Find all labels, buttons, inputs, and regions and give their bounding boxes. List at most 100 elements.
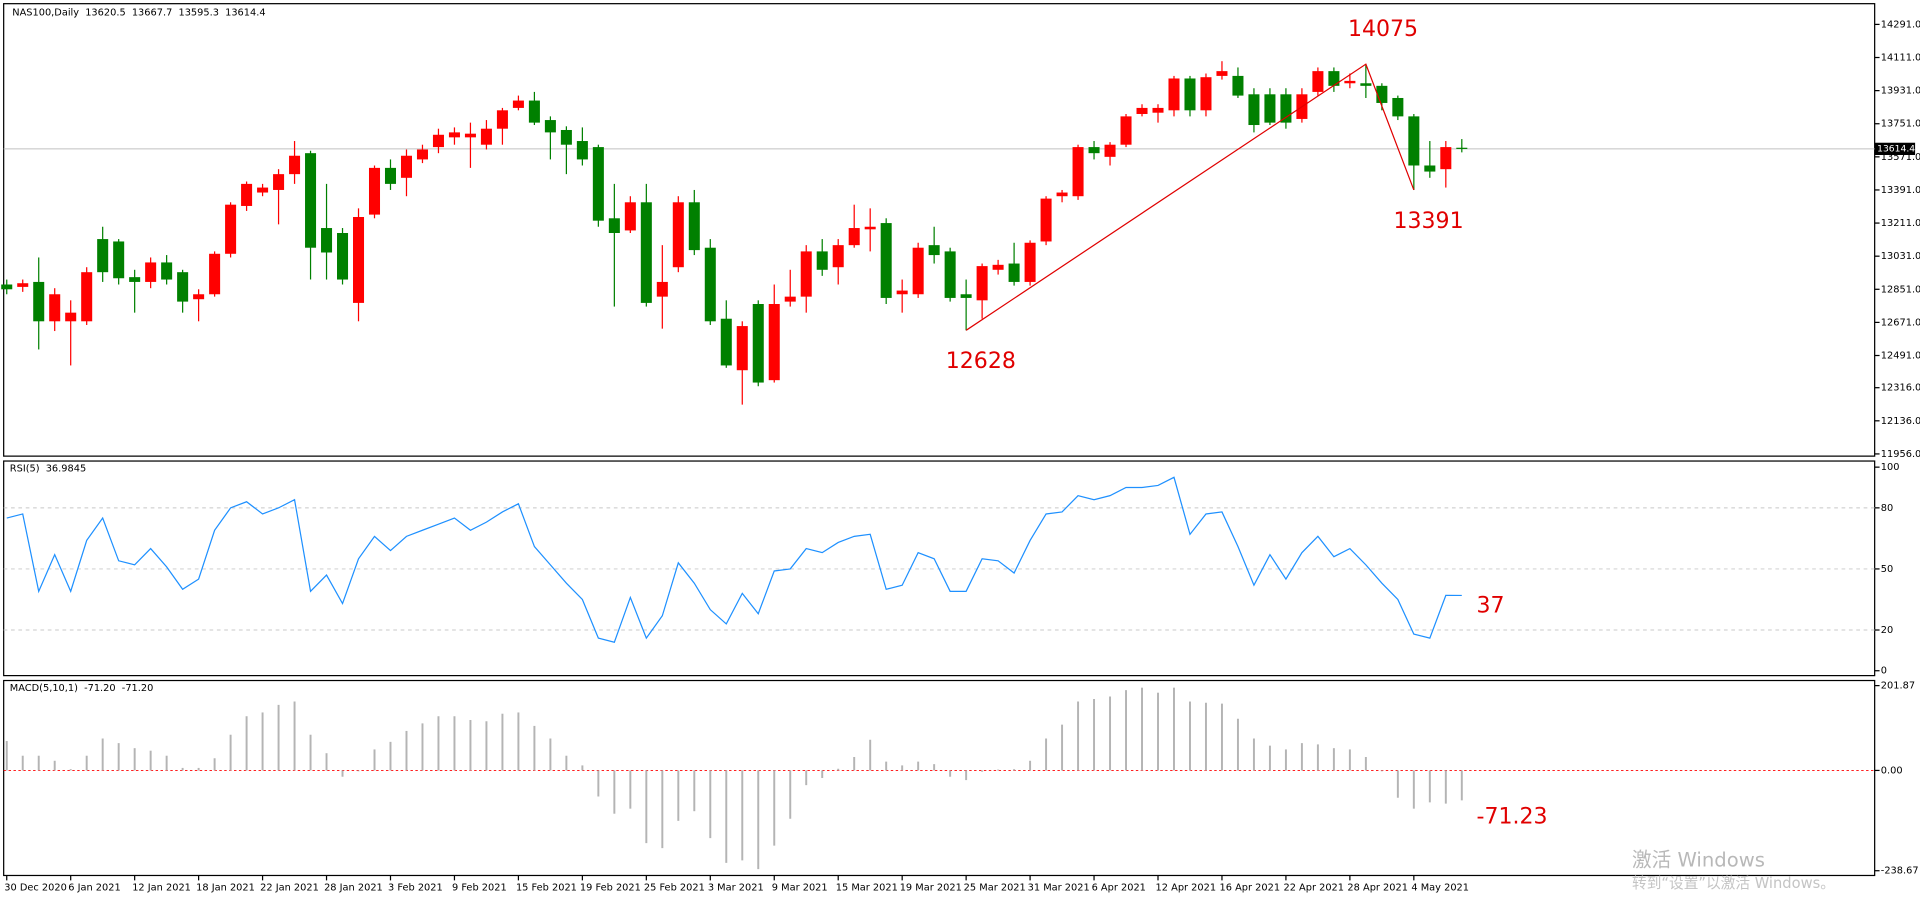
candle-body xyxy=(321,228,333,253)
candle-body xyxy=(337,233,349,280)
candle-body xyxy=(384,167,397,184)
candle-body xyxy=(1200,77,1212,111)
candle-body xyxy=(1056,192,1068,197)
candle-body xyxy=(33,281,45,322)
candle-body xyxy=(113,241,125,279)
y-tick-label: 12671.0 xyxy=(1881,317,1920,328)
candle-body xyxy=(1264,94,1276,123)
candle-body xyxy=(800,251,812,297)
y-tick-label: 12491.0 xyxy=(1881,351,1920,362)
x-tick-label: 6 Apr 2021 xyxy=(1092,883,1146,894)
panel-header: -71.20 xyxy=(122,683,154,694)
x-tick-label: 25 Feb 2021 xyxy=(644,883,705,894)
panel-header: 13620.5 xyxy=(85,7,126,18)
zigzag-label: 14075 xyxy=(1348,17,1418,42)
x-tick-label: 16 Apr 2021 xyxy=(1220,883,1281,894)
y-tick-label: 11956.0 xyxy=(1881,449,1920,460)
zigzag-label: 12628 xyxy=(946,349,1016,374)
candle-body xyxy=(448,132,460,138)
candle-body xyxy=(544,120,556,133)
candle-body xyxy=(1024,242,1036,282)
candle-body xyxy=(880,223,892,298)
zigzag-label: 13391 xyxy=(1393,209,1463,234)
candle-body xyxy=(1,284,13,290)
y-tick-label: 13391.0 xyxy=(1881,185,1920,196)
x-tick-label: 9 Feb 2021 xyxy=(452,883,507,894)
candle-body xyxy=(848,228,860,246)
candle-body xyxy=(960,294,972,298)
x-tick-label: 30 Dec 2020 xyxy=(4,883,67,894)
x-tick-label: 18 Jan 2021 xyxy=(196,883,255,894)
panel-header: 36.9845 xyxy=(46,463,87,474)
candle-body xyxy=(1376,85,1388,103)
zigzag-line xyxy=(965,63,1415,331)
candle-body xyxy=(576,141,588,160)
y-tick-label: 50 xyxy=(1881,564,1893,575)
candle-body xyxy=(193,294,205,300)
candle-body xyxy=(1104,144,1116,157)
current-price-label: 13614.4 xyxy=(1877,143,1915,154)
candle-body xyxy=(944,251,956,298)
candle-body xyxy=(65,312,77,322)
macd-annotation: -71.23 xyxy=(1477,805,1548,830)
candle-body xyxy=(145,262,157,282)
y-tick-label: 12851.0 xyxy=(1881,284,1920,295)
current-price-box xyxy=(1874,142,1916,155)
candle-body xyxy=(257,187,269,193)
panel-header: MACD(5,10,1) xyxy=(10,683,78,694)
candle-body xyxy=(784,296,796,302)
candle-body xyxy=(656,281,668,297)
candle-body xyxy=(177,272,189,302)
candle-body xyxy=(1088,147,1100,154)
candle-body xyxy=(928,245,940,256)
candle-body xyxy=(608,218,620,234)
x-tick-label: 6 Jan 2021 xyxy=(68,883,120,894)
candle-body xyxy=(912,247,924,295)
x-tick-label: 31 Mar 2021 xyxy=(1028,883,1090,894)
panel-header: NAS100,Daily xyxy=(12,7,79,18)
candle-body xyxy=(1152,107,1164,113)
panel-header: -71.20 xyxy=(84,683,116,694)
candle-body xyxy=(1136,107,1148,114)
y-tick-label: 12136.0 xyxy=(1881,416,1920,427)
candle-body xyxy=(1232,75,1244,96)
x-tick-label: 22 Jan 2021 xyxy=(260,883,319,894)
candle-body xyxy=(624,202,636,231)
candle-body xyxy=(81,272,93,322)
y-tick-label: 13751.0 xyxy=(1881,119,1920,130)
x-tick-label: 28 Jan 2021 xyxy=(324,883,383,894)
candle-body xyxy=(129,277,141,282)
y-tick-label: 20 xyxy=(1881,625,1893,636)
candle-body xyxy=(688,202,700,251)
candle-body xyxy=(305,153,317,248)
y-tick-label: 13571.0 xyxy=(1881,152,1920,163)
candle-body xyxy=(1280,94,1292,123)
candle-body xyxy=(17,283,29,287)
candle-body xyxy=(480,128,492,145)
x-tick-label: 12 Jan 2021 xyxy=(132,883,191,894)
candle-body xyxy=(1424,165,1436,172)
x-tick-label: 22 Apr 2021 xyxy=(1283,883,1344,894)
candle-body xyxy=(289,155,301,175)
x-tick-label: 3 Mar 2021 xyxy=(708,883,764,894)
y-tick-label: 13211.0 xyxy=(1881,218,1920,229)
x-tick-label: 19 Mar 2021 xyxy=(900,883,962,894)
y-tick-label: 14111.0 xyxy=(1881,53,1920,64)
candle-body xyxy=(416,149,428,160)
candle-body xyxy=(896,290,908,295)
candle-body xyxy=(976,266,988,301)
candle-body xyxy=(1168,78,1180,111)
y-tick-label: 201.87 xyxy=(1881,681,1915,692)
x-tick-label: 15 Mar 2021 xyxy=(836,883,898,894)
candle-body xyxy=(1328,71,1340,86)
candle-body xyxy=(1312,71,1324,92)
candle-body xyxy=(528,100,540,123)
candle-body xyxy=(512,100,524,108)
y-tick-label: 0 xyxy=(1881,666,1887,677)
rsi-annotation: 37 xyxy=(1477,593,1505,618)
rsi-line xyxy=(6,476,1462,643)
y-tick-label: 12316.0 xyxy=(1881,383,1920,394)
y-tick-label: 80 xyxy=(1881,503,1893,514)
